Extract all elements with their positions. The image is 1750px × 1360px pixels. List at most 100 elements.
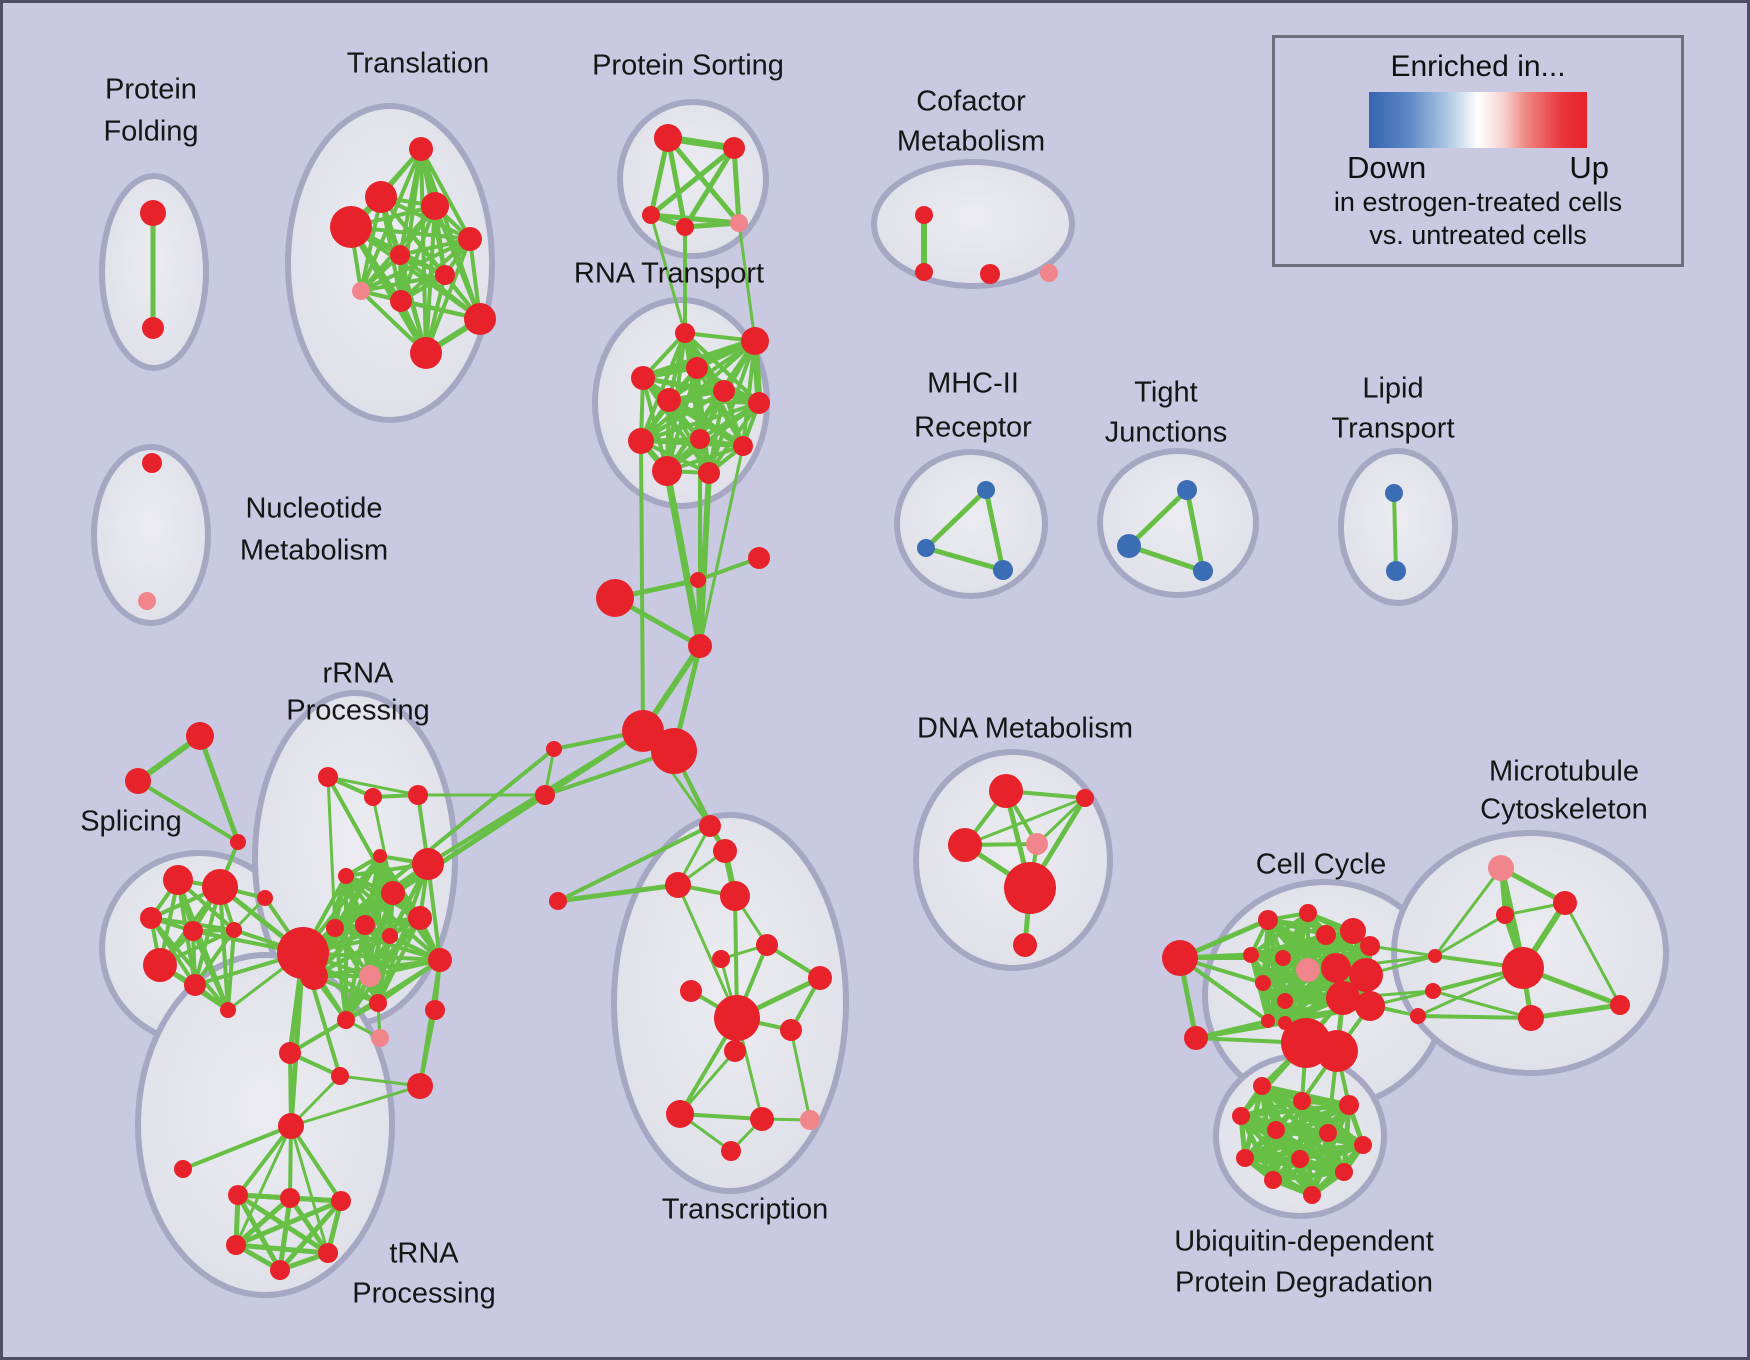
network-edge (277, 1198, 344, 1273)
network-edge (333, 916, 422, 930)
network-node (686, 357, 708, 379)
network-edge (682, 145, 737, 230)
network-node (142, 453, 162, 473)
network-edge (426, 862, 442, 962)
network-node (257, 890, 273, 906)
network-node (915, 263, 933, 281)
cluster-label-translation: Translation (347, 48, 489, 80)
network-node (412, 848, 444, 880)
legend-title: Enriched in... (1390, 50, 1566, 83)
cluster-label-ubiquitin-degradation: Ubiquitin-dependent (1174, 1226, 1434, 1258)
network-edge (289, 1124, 343, 1203)
cluster-label-tight-junctions: Junctions (1105, 417, 1228, 449)
network-node (723, 137, 745, 159)
network-node (318, 767, 338, 787)
network-edge (359, 195, 383, 293)
network-edge (963, 796, 1087, 847)
network-node (435, 265, 455, 285)
network-node (741, 327, 769, 355)
network-edge (235, 1192, 283, 1273)
cluster-label-protein-folding: Protein (105, 74, 197, 106)
network-edge (1281, 944, 1372, 960)
network-node (688, 634, 712, 658)
network-node (369, 994, 387, 1012)
network-node (1321, 953, 1351, 983)
network-node (1355, 991, 1385, 1021)
network-node (1340, 918, 1366, 944)
cluster-label-microtubule-cytoskeleton: Cytoskeleton (1480, 794, 1648, 826)
network-node (748, 547, 770, 569)
network-node (142, 317, 164, 339)
network-edge (665, 135, 742, 226)
network-edge (665, 135, 688, 230)
network-node (808, 966, 832, 990)
network-edge (1433, 866, 1503, 958)
network-node (948, 828, 982, 862)
network-node (318, 1243, 338, 1263)
network-node (1076, 789, 1094, 807)
cluster-label-trna-processing: Processing (352, 1278, 495, 1310)
network-node (720, 881, 750, 911)
network-edge (1266, 956, 1285, 1023)
network-edge (923, 545, 1006, 573)
network-node (407, 1073, 433, 1099)
network-node (428, 948, 452, 972)
network-node (756, 934, 778, 956)
network-node (713, 380, 735, 402)
network-node (125, 768, 151, 794)
network-edge (376, 862, 430, 1005)
network-edge (641, 376, 761, 405)
network-node (652, 456, 682, 486)
network-node (1264, 1171, 1282, 1189)
network-node (330, 206, 372, 248)
network-edge (197, 733, 241, 845)
network-node (1518, 1005, 1544, 1031)
network-edge (1270, 1169, 1347, 1183)
network-node (425, 1000, 445, 1020)
network-node (226, 922, 242, 938)
network-node (1296, 958, 1320, 982)
network-edge (555, 882, 681, 904)
network-node (642, 206, 660, 224)
network-node (279, 1042, 301, 1064)
network-edge (234, 1124, 293, 1247)
network-node (1258, 910, 1278, 930)
network-node (458, 227, 482, 251)
network-node (977, 481, 995, 499)
network-node (676, 218, 694, 236)
network-edge (433, 204, 482, 321)
network-node (186, 722, 214, 750)
network-edge (1416, 1014, 1533, 1020)
network-node (628, 428, 654, 454)
network-node (1255, 975, 1271, 991)
network-edge (667, 339, 757, 402)
network-node (651, 728, 697, 774)
network-edge (149, 916, 230, 1012)
network-node (1004, 862, 1056, 914)
network-edge (371, 795, 395, 895)
network-node (174, 1160, 192, 1178)
network-node (1232, 1107, 1250, 1125)
network-node (1386, 561, 1406, 581)
network-edge (1433, 913, 1507, 958)
network-node (596, 579, 634, 617)
network-edge (1528, 1002, 1623, 1021)
cluster-label-mhc-ii-receptor: Receptor (914, 412, 1032, 444)
network-node (1326, 981, 1360, 1015)
network-node (993, 560, 1013, 580)
network-edge (181, 1124, 293, 1171)
network-node (712, 950, 730, 968)
network-node (355, 915, 375, 935)
network-node (1243, 947, 1259, 963)
network-node (1319, 1124, 1337, 1142)
network-node (549, 892, 567, 910)
network-node (1291, 1150, 1309, 1168)
network-node (408, 906, 432, 930)
network-edge (424, 237, 472, 355)
network-node (1496, 906, 1514, 924)
network-edge (376, 934, 392, 1005)
network-edge (418, 958, 442, 1088)
network-node (464, 303, 496, 335)
network-node (326, 919, 344, 937)
